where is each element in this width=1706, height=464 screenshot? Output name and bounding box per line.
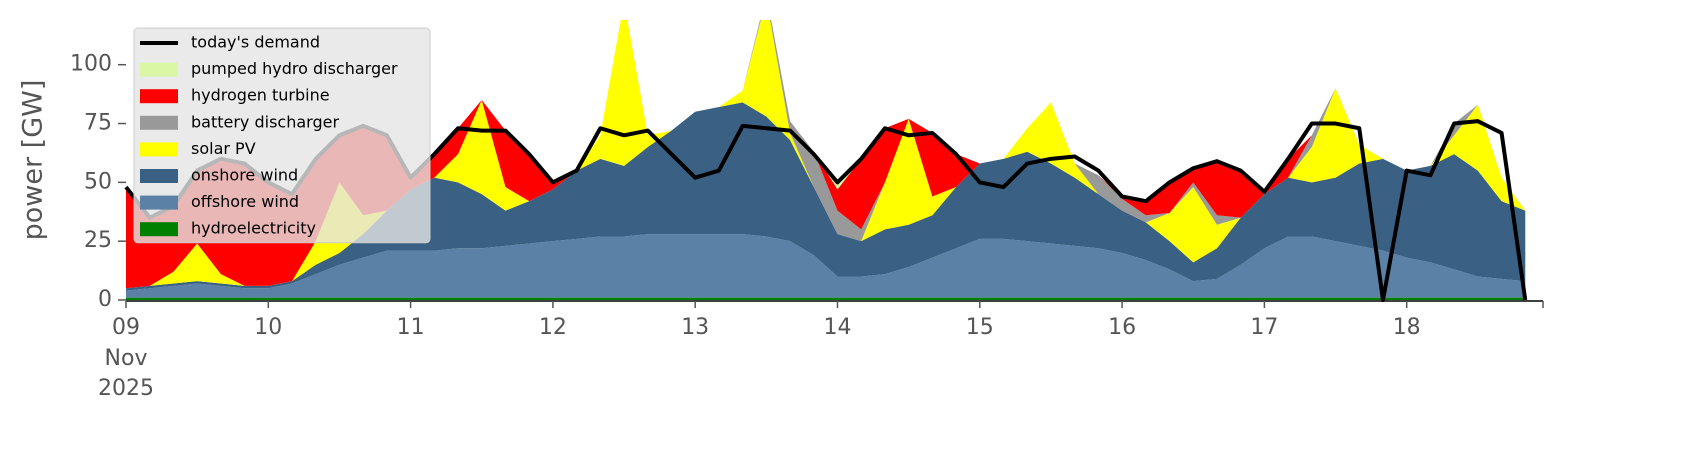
legend-swatch	[140, 115, 178, 130]
stack-area	[126, 20, 1526, 289]
legend-label: onshore wind	[191, 166, 298, 185]
plot-area	[126, 20, 1526, 300]
legend-swatch	[140, 169, 178, 183]
legend-label: hydroelectricity	[191, 219, 316, 238]
legend-label: pumped hydro discharger	[191, 59, 398, 78]
legend-box	[133, 27, 431, 244]
legend-swatch	[140, 222, 178, 237]
y-tick-label: 100	[70, 52, 112, 77]
legend: today's demand pumped hydro discharger hyd…	[133, 27, 431, 244]
x-tick-label: 18	[1393, 315, 1421, 340]
legend-swatch	[140, 142, 178, 157]
legend-label: battery discharger	[191, 112, 339, 131]
legend-label: hydrogen turbine	[191, 86, 330, 105]
legend-swatch	[140, 62, 178, 77]
x-tick-label: 15	[966, 315, 994, 340]
x-tick-label: 09	[112, 315, 140, 340]
x-tick-label: 16	[1108, 315, 1136, 340]
legend-swatch	[140, 89, 178, 104]
legend-label: offshore wind	[191, 192, 299, 211]
legend-label: solar PV	[191, 139, 256, 158]
x-tick-label: 10	[254, 315, 282, 340]
legend-swatch	[140, 195, 178, 210]
stack-area	[126, 297, 1526, 300]
x-tick-sublabel: 2025	[98, 376, 154, 401]
x-tick-label: 12	[539, 315, 567, 340]
legend-label: today's demand	[191, 33, 320, 52]
y-axis-label: power [GW]	[18, 80, 49, 241]
y-tick-label: 0	[98, 287, 112, 312]
x-tick-label: 17	[1250, 315, 1278, 340]
stack-area	[126, 102, 1526, 291]
x-tick-label: 11	[397, 315, 425, 340]
y-tick-label: 75	[84, 111, 112, 136]
x-tick-label: 14	[824, 315, 852, 340]
stack-area	[126, 234, 1526, 298]
y-tick-label: 50	[84, 169, 112, 194]
stack-area	[126, 20, 1526, 289]
y-tick-label: 25	[84, 228, 112, 253]
x-tick-sublabel: Nov	[105, 346, 148, 371]
x-tick-label: 13	[681, 315, 709, 340]
